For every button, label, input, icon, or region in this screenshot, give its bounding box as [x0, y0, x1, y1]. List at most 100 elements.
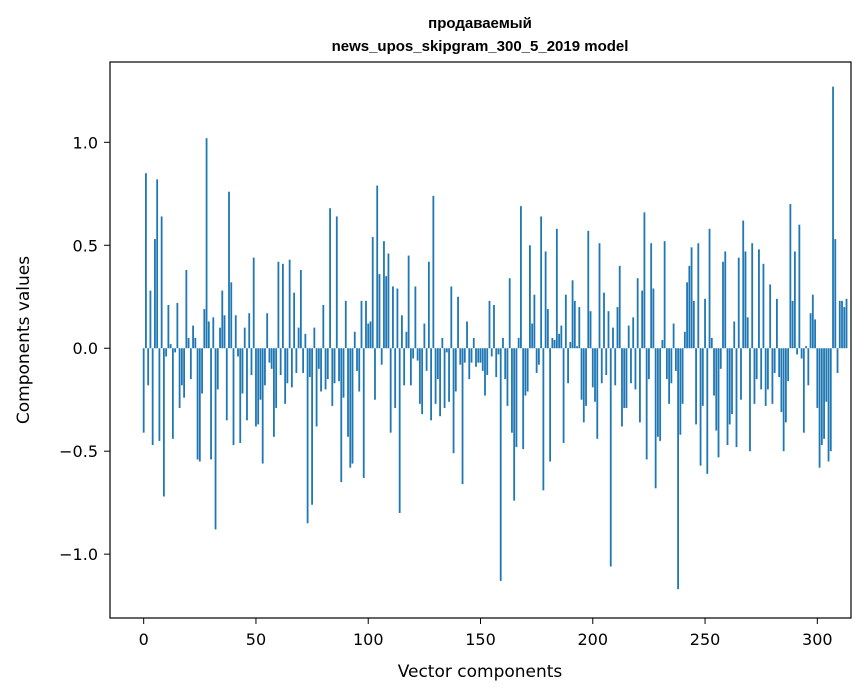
bar-45 [243, 327, 246, 349]
bar-108 [385, 276, 388, 349]
bar-257 [719, 348, 722, 369]
bar-57 [270, 348, 273, 369]
bar-76 [313, 327, 316, 349]
bar-180 [546, 309, 549, 349]
bar-169 [522, 348, 525, 450]
bar-155 [490, 348, 493, 357]
bar-85 [333, 348, 336, 384]
bar-244 [690, 247, 693, 349]
bar-165 [513, 348, 516, 501]
bar-271 [751, 243, 754, 349]
x-tick-label: 0 [139, 630, 149, 649]
bar-77 [315, 348, 318, 427]
chart-title-line-1: продаваемый [428, 15, 532, 32]
bar-10 [165, 348, 168, 357]
bar-237 [674, 348, 677, 371]
bar-215 [625, 348, 628, 408]
bar-138 [452, 348, 455, 454]
x-tick-label: 100 [353, 630, 384, 649]
bar-303 [823, 348, 825, 439]
bar-144 [466, 321, 468, 349]
bar-296 [807, 348, 810, 386]
bar-171 [526, 348, 529, 392]
bar-252 [708, 228, 711, 349]
bar-79 [320, 348, 322, 392]
bar-30 [210, 348, 212, 460]
bar-210 [614, 348, 617, 386]
bar-197 [585, 348, 587, 406]
bar-75 [311, 348, 313, 505]
bar-236 [672, 323, 675, 349]
bar-192 [573, 300, 576, 349]
bar-78 [317, 348, 320, 369]
bar-228 [654, 348, 657, 489]
bar-250 [704, 298, 706, 349]
bar-70 [299, 269, 302, 349]
bar-204 [600, 348, 603, 384]
bar-59 [275, 348, 278, 408]
bar-166 [515, 348, 518, 448]
bar-142 [461, 348, 464, 485]
bar-281 [773, 348, 776, 373]
bar-193 [576, 346, 578, 349]
bar-136 [448, 348, 450, 402]
x-axis-ticks: 0 50 100 150 200 250 300 [139, 618, 833, 649]
bar-227 [652, 288, 655, 349]
bar-231 [661, 340, 664, 349]
bar-41 [234, 315, 237, 349]
bar-3 [149, 290, 152, 349]
bar-8 [160, 216, 163, 349]
bar-218 [632, 317, 635, 349]
bar-243 [688, 265, 691, 349]
bar-35 [221, 290, 224, 349]
bar-219 [634, 348, 637, 390]
bar-305 [827, 348, 830, 462]
bar-84 [331, 348, 334, 406]
bar-94 [353, 331, 356, 349]
bar-127 [427, 261, 430, 349]
bar-48 [250, 348, 253, 376]
bar-263 [733, 321, 736, 349]
bar-254 [713, 348, 715, 396]
bar-54 [264, 348, 266, 386]
bar-284 [780, 348, 783, 413]
bar-152 [484, 348, 486, 396]
bar-13 [171, 348, 174, 439]
bar-239 [679, 348, 682, 435]
bar-194 [578, 307, 581, 349]
bar-205 [603, 292, 605, 349]
bar-174 [533, 294, 536, 349]
bar-83 [329, 208, 331, 349]
bar-115 [401, 315, 403, 349]
bar-310 [838, 300, 841, 349]
bar-40 [232, 348, 235, 446]
bar-9 [162, 348, 165, 497]
bar-279 [769, 284, 772, 349]
bar-113 [396, 288, 399, 349]
bar-267 [742, 220, 745, 349]
plot-frame [109, 61, 852, 619]
y-tick-label: −0.5 [59, 442, 98, 461]
bar-230 [659, 348, 662, 441]
bar-29 [207, 321, 210, 349]
bar-282 [776, 298, 778, 349]
bar-86 [335, 216, 338, 349]
y-axis-ticks: −1.0 −0.5 0.0 0.5 1.0 [59, 133, 110, 564]
bar-125 [423, 323, 426, 349]
bar-208 [609, 348, 612, 567]
bar-209 [612, 327, 614, 349]
bar-289 [791, 300, 794, 349]
bar-99 [365, 300, 367, 349]
bar-220 [636, 278, 639, 349]
bar-14 [174, 348, 177, 353]
bar-157 [495, 348, 498, 378]
bar-272 [753, 348, 756, 404]
bar-5 [154, 239, 156, 349]
bar-39 [230, 282, 233, 349]
bar-186 [560, 325, 563, 349]
bar-154 [488, 300, 491, 349]
bar-222 [641, 290, 644, 349]
bar-15 [176, 302, 179, 349]
bar-286 [784, 348, 787, 423]
bar-28 [205, 138, 208, 349]
